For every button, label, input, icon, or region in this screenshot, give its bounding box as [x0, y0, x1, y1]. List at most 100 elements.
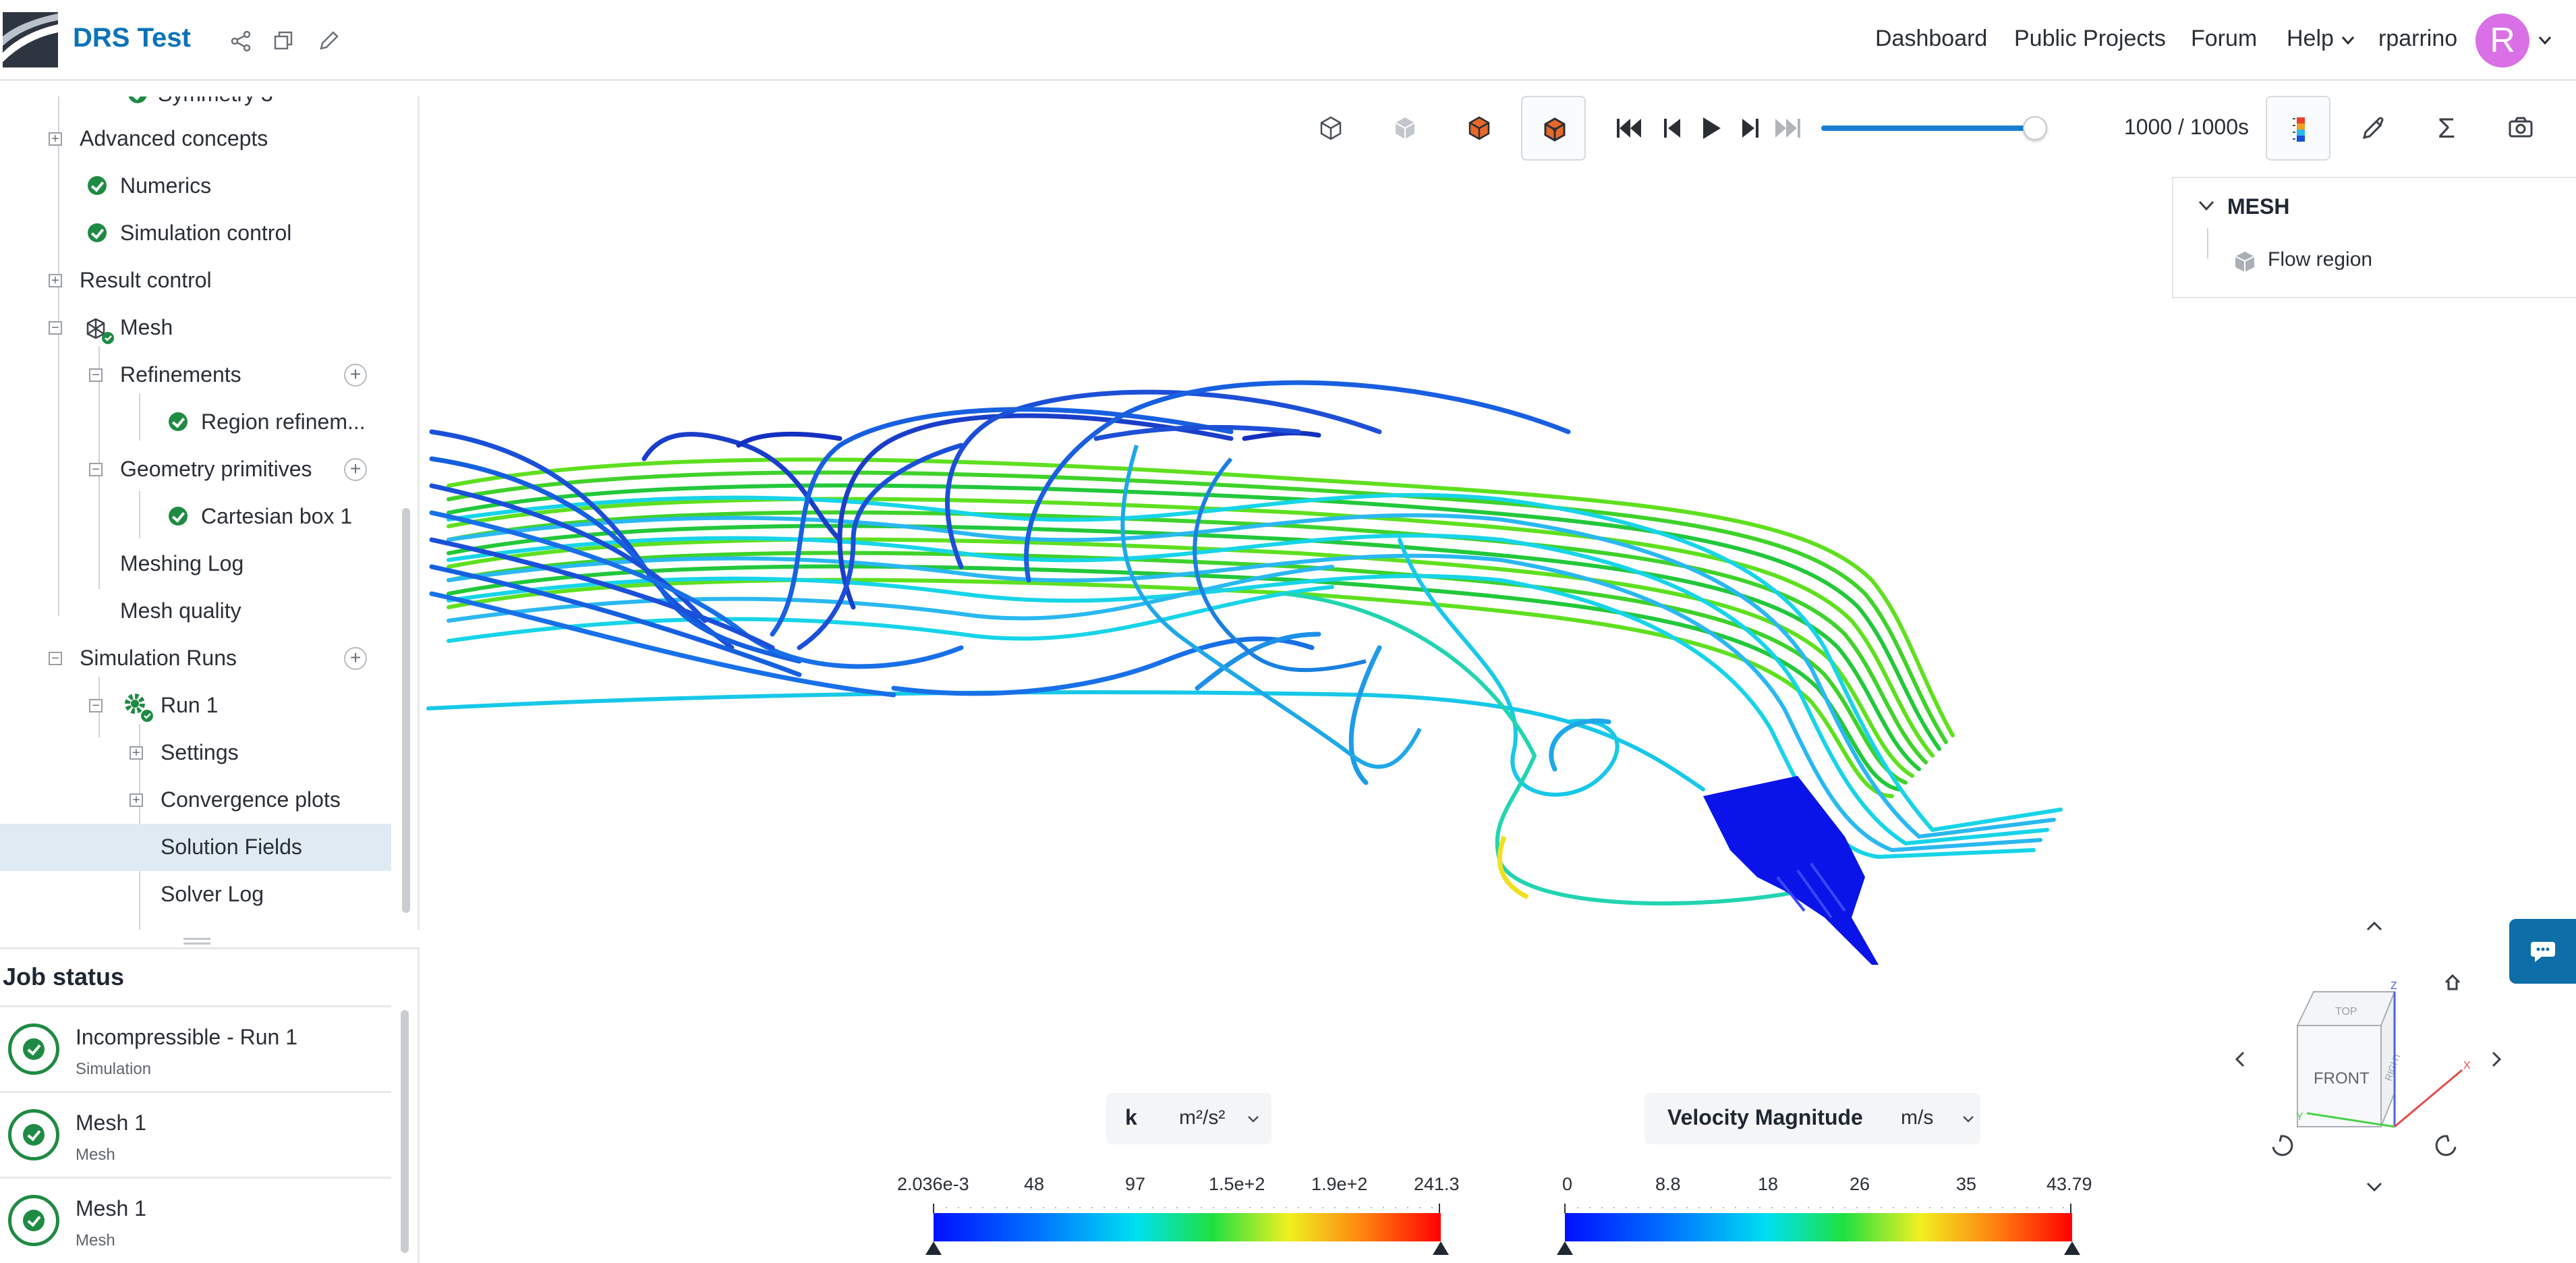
- project-title[interactable]: DRS Test: [73, 23, 191, 53]
- chevron-down-icon[interactable]: [2341, 35, 2355, 46]
- k-tick-4: 1.9e+2: [1311, 1174, 1368, 1194]
- expand-icon[interactable]: +: [130, 793, 143, 807]
- tree-item-solution-fields[interactable]: Solution Fields: [0, 824, 391, 871]
- sigma-icon[interactable]: Σ: [2438, 112, 2455, 144]
- tree-item-simulation-control[interactable]: Simulation control: [0, 210, 391, 257]
- orbit-right-icon[interactable]: [2492, 1051, 2502, 1067]
- edit-icon[interactable]: [317, 30, 340, 53]
- velocity-tick-3: 26: [1850, 1174, 1870, 1194]
- play-icon[interactable]: [1700, 116, 1722, 140]
- expand-icon[interactable]: +: [49, 132, 62, 146]
- blue-geometry-body[interactable]: [1703, 776, 1879, 965]
- collapse-icon[interactable]: −: [49, 321, 62, 335]
- tree-item-region-refinement[interactable]: Region refinem...: [0, 399, 391, 446]
- pipette-icon[interactable]: [2340, 96, 2405, 161]
- 3d-viewport[interactable]: [422, 162, 2209, 972]
- step-back-icon[interactable]: [1663, 116, 1682, 140]
- home-icon[interactable]: [2444, 974, 2461, 990]
- tree-item-refinements[interactable]: − Refinements +: [0, 352, 391, 399]
- add-refinement-button[interactable]: +: [344, 364, 367, 387]
- job-item[interactable]: Incompressible - Run 1 Simulation: [0, 1005, 391, 1090]
- collapse-icon[interactable]: −: [49, 652, 62, 665]
- mesh-item-flow-region[interactable]: Flow region: [2268, 248, 2373, 271]
- nav-help[interactable]: Help: [2287, 26, 2334, 51]
- tree-item-simulation-runs[interactable]: − Simulation Runs +: [0, 635, 391, 682]
- simscale-logo[interactable]: [3, 12, 58, 67]
- streamline-bundle-blue-2: [1120, 445, 1422, 769]
- view-solid-button[interactable]: [1373, 96, 1437, 161]
- time-slider-thumb[interactable]: [2023, 116, 2047, 140]
- tree-item-result-control[interactable]: + Result control: [0, 257, 391, 304]
- axis-label-z: Z: [2391, 980, 2397, 992]
- flow-region-cube-icon[interactable]: [2231, 248, 2258, 275]
- velocity-colorbar[interactable]: [1557, 1193, 2082, 1263]
- collapse-icon[interactable]: −: [89, 463, 103, 476]
- velocity-unit-select[interactable]: m/s: [1901, 1106, 1934, 1129]
- add-primitive-button[interactable]: +: [344, 458, 367, 481]
- collapse-icon[interactable]: −: [89, 368, 103, 382]
- orbit-left-icon[interactable]: [2235, 1051, 2245, 1067]
- k-field-selector[interactable]: k m²/s²: [1106, 1093, 1271, 1144]
- k-tick-1: 48: [1024, 1174, 1045, 1194]
- job-scrollbar[interactable]: [401, 1010, 409, 1253]
- tree-item-cartesian-box-1[interactable]: Cartesian box 1: [0, 493, 391, 540]
- tree-item-advanced-concepts[interactable]: + Advanced concepts: [0, 115, 391, 163]
- tree-item-geometry-primitives[interactable]: − Geometry primitives +: [0, 446, 391, 493]
- k-tick-5: 241.3: [1414, 1174, 1460, 1194]
- chat-button[interactable]: [2509, 919, 2576, 984]
- job-item[interactable]: Mesh 1 Mesh: [0, 1177, 391, 1262]
- velocity-field-selector[interactable]: Velocity Magnitude m/s: [1644, 1093, 1980, 1144]
- tree-item-settings[interactable]: + Settings: [0, 729, 391, 777]
- check-icon: [88, 176, 107, 195]
- orbit-up-icon[interactable]: [2366, 921, 2382, 931]
- expand-icon[interactable]: +: [49, 274, 62, 287]
- collapse-icon[interactable]: −: [89, 699, 103, 712]
- avatar[interactable]: R: [2475, 13, 2529, 67]
- tree-item-convergence-plots[interactable]: + Convergence plots: [0, 777, 391, 824]
- camera-icon[interactable]: [2488, 96, 2553, 161]
- expand-icon[interactable]: +: [130, 746, 143, 760]
- nav-dashboard[interactable]: Dashboard: [1875, 26, 1988, 51]
- orbit-down-icon[interactable]: [2366, 1182, 2382, 1192]
- velocity-tick-1: 8.8: [1655, 1174, 1681, 1194]
- navigation-cube[interactable]: FRONT TOP RIGHT Z Y X: [2219, 911, 2509, 1201]
- tree-scrollbar[interactable]: [402, 508, 410, 913]
- axis-label-x: X: [2463, 1060, 2471, 1071]
- skip-end-icon[interactable]: [1774, 116, 1801, 140]
- k-colorbar[interactable]: [925, 1193, 1450, 1263]
- skip-start-icon[interactable]: [1615, 116, 1642, 140]
- add-run-button[interactable]: +: [344, 647, 367, 670]
- axis-y: [2306, 1112, 2395, 1128]
- chevron-down-icon[interactable]: [2538, 35, 2552, 46]
- job-item[interactable]: Mesh 1 Mesh: [0, 1091, 391, 1176]
- tree-item-mesh[interactable]: − Mesh: [0, 304, 391, 352]
- tree-item-symmetry-3[interactable]: Symmetry 3: [0, 96, 391, 118]
- tree-connector: [139, 393, 140, 441]
- step-forward-icon[interactable]: [1741, 116, 1760, 140]
- tree-item-run-1[interactable]: − Run 1: [0, 682, 391, 729]
- view-shaded-button[interactable]: [1298, 96, 1363, 161]
- tree-item-meshing-log[interactable]: Meshing Log: [120, 551, 244, 576]
- duplicate-icon[interactable]: [273, 30, 295, 53]
- view-surface-button[interactable]: [1447, 96, 1512, 161]
- panel-resize-handle[interactable]: [183, 938, 210, 945]
- nav-forum[interactable]: Forum: [2191, 26, 2258, 51]
- tree-item-mesh-quality[interactable]: Mesh quality: [120, 598, 241, 623]
- username[interactable]: rparrino: [2378, 26, 2458, 51]
- tree-item-numerics[interactable]: Numerics: [0, 163, 391, 210]
- nav-public-projects[interactable]: Public Projects: [2014, 26, 2166, 51]
- share-icon[interactable]: [229, 30, 252, 53]
- velocity-tick-2: 18: [1758, 1174, 1779, 1194]
- chevron-down-icon[interactable]: [2198, 200, 2215, 212]
- colorbar-toggle-button[interactable]: [2266, 96, 2330, 161]
- k-unit-select[interactable]: m²/s²: [1179, 1106, 1226, 1129]
- chevron-down-icon[interactable]: [1962, 1115, 1975, 1124]
- cube-orange-icon: [1468, 116, 1490, 140]
- view-surface-edges-button[interactable]: [1521, 96, 1586, 161]
- tree-item-solver-log[interactable]: Solver Log: [161, 882, 264, 906]
- time-slider[interactable]: [1821, 116, 2047, 140]
- chevron-down-icon[interactable]: [1247, 1115, 1260, 1124]
- rotate-cw-icon[interactable]: [2435, 1135, 2457, 1156]
- tree-connector: [139, 491, 140, 538]
- rotate-ccw-icon[interactable]: [2272, 1135, 2293, 1156]
